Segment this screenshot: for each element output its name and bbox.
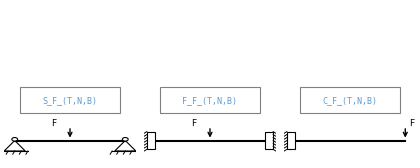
Bar	[287, 132, 295, 149]
Text: F: F	[409, 119, 415, 128]
Bar	[147, 132, 155, 149]
Text: C_F_(T,N,B): C_F_(T,N,B)	[323, 96, 378, 105]
Bar	[265, 132, 273, 149]
Text: F_F_(T,N,B): F_F_(T,N,B)	[183, 96, 237, 105]
Circle shape	[12, 138, 18, 141]
Text: F: F	[52, 119, 57, 128]
Text: S_F_(T,N,B): S_F_(T,N,B)	[42, 96, 97, 105]
Circle shape	[122, 138, 128, 141]
FancyBboxPatch shape	[300, 87, 400, 113]
FancyBboxPatch shape	[20, 87, 120, 113]
FancyBboxPatch shape	[160, 87, 260, 113]
Text: F: F	[192, 119, 197, 128]
